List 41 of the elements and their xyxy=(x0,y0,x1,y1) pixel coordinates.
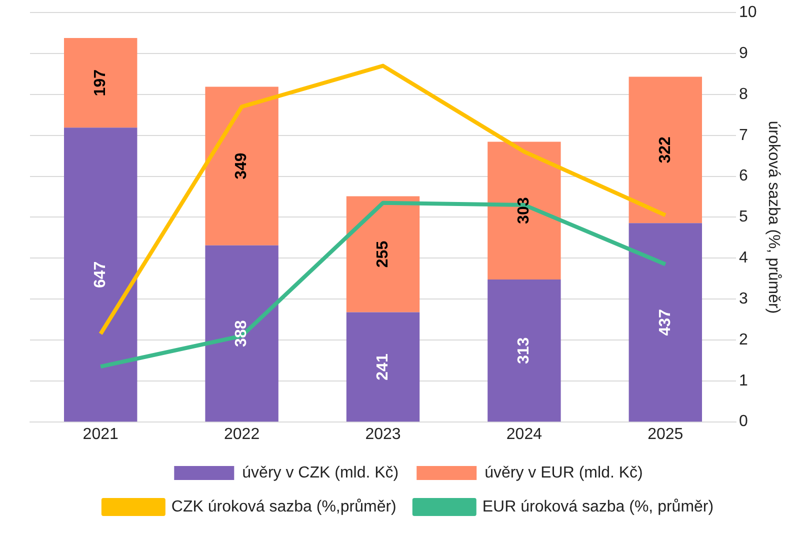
y2-tick-label: 9 xyxy=(739,44,748,62)
data-label: 197 xyxy=(92,69,110,96)
data-label: 647 xyxy=(92,261,110,288)
data-label: 303 xyxy=(516,197,533,224)
bar xyxy=(205,86,278,246)
data-label: 349 xyxy=(233,152,250,180)
bar xyxy=(488,142,561,280)
legend-label: úvěry v EUR (mld. Kč) xyxy=(484,464,643,482)
data-label: 322 xyxy=(656,136,674,164)
bar xyxy=(205,245,278,422)
x-tick-label: 2025 xyxy=(648,426,684,443)
x-tick-label: 2023 xyxy=(365,426,401,443)
y2-axis-title: úroková sazba (%, průměr) xyxy=(764,120,782,314)
bar xyxy=(628,76,702,224)
bar xyxy=(64,38,138,128)
legend-label: EUR úroková sazba (%, průměr) xyxy=(482,498,714,516)
bar xyxy=(64,128,138,422)
x-tick-label: 2022 xyxy=(224,426,260,443)
data-label: 255 xyxy=(374,240,392,268)
y2-tick-label: 5 xyxy=(739,208,748,226)
x-tick-label: 2021 xyxy=(82,426,118,443)
bar xyxy=(628,223,702,422)
legend-label: CZK úroková sazba (%,průměr) xyxy=(171,498,396,516)
y2-tick-label: 1 xyxy=(739,372,748,390)
legend-label: úvěry v CZK (mld. Kč) xyxy=(242,464,399,482)
y2-tick-label: 3 xyxy=(739,290,748,308)
y2-tick-label: 4 xyxy=(739,250,748,267)
y2-tick-label: 7 xyxy=(739,126,748,144)
bar xyxy=(488,279,561,422)
data-label: 313 xyxy=(516,337,533,364)
data-label: 388 xyxy=(233,320,250,347)
bar xyxy=(346,196,420,312)
data-label: 241 xyxy=(374,354,392,380)
y2-tick-label: 6 xyxy=(739,168,748,185)
y2-tick-label: 2 xyxy=(739,331,748,348)
y2-tick-label: 10 xyxy=(739,4,757,22)
y2-tick-label: 8 xyxy=(739,86,748,103)
y2-tick-label: 0 xyxy=(739,413,748,430)
x-tick-label: 2024 xyxy=(506,426,542,443)
bar xyxy=(346,312,420,422)
data-label: 437 xyxy=(656,309,674,336)
